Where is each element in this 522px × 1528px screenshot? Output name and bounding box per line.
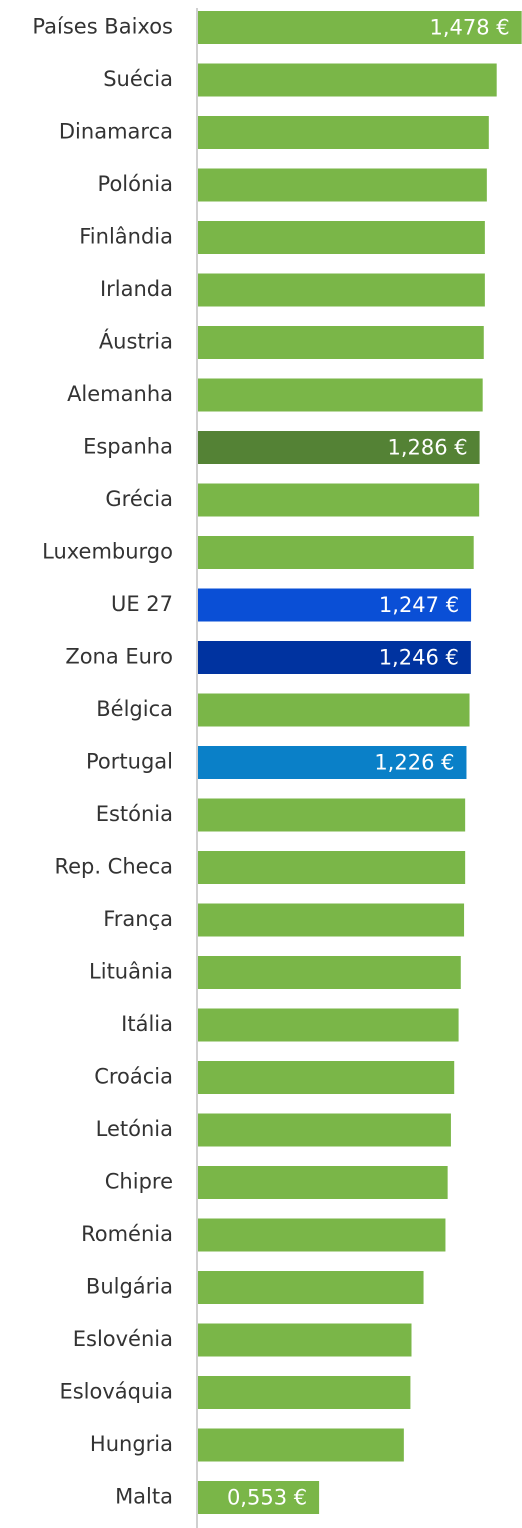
bar <box>198 956 461 989</box>
value-label: 1,286 € <box>387 436 467 460</box>
bar <box>198 588 472 622</box>
category-label: Bulgária <box>86 1275 173 1299</box>
bar <box>198 11 522 44</box>
value-label: 0,553 € <box>227 1486 307 1510</box>
category-label: França <box>103 907 173 931</box>
category-label: Croácia <box>94 1065 173 1089</box>
category-label: UE 27 <box>111 592 173 616</box>
bar <box>198 1218 446 1252</box>
bar <box>198 63 497 97</box>
category-label: Roménia <box>81 1222 173 1246</box>
bar <box>198 1271 424 1304</box>
category-label: Malta <box>115 1485 173 1509</box>
bar <box>198 326 484 359</box>
bar <box>198 221 485 254</box>
category-label: Irlanda <box>100 277 173 301</box>
category-label: Zona Euro <box>65 645 173 669</box>
bar <box>198 1113 451 1147</box>
bar <box>198 116 489 149</box>
value-label: 1,478 € <box>430 16 510 40</box>
category-label: Dinamarca <box>59 120 173 144</box>
bar <box>198 851 466 884</box>
bar <box>198 798 466 832</box>
category-label: Bélgica <box>96 697 173 721</box>
bar <box>198 1428 404 1462</box>
category-label: Estónia <box>96 802 173 826</box>
category-label: Itália <box>121 1012 173 1036</box>
category-label: Portugal <box>86 750 173 774</box>
category-label: Rep. Checa <box>54 855 173 879</box>
bar <box>198 693 470 727</box>
bar <box>198 483 480 517</box>
category-label: Finlândia <box>79 225 173 249</box>
category-label: Países Baixos <box>32 15 173 39</box>
category-label: Polónia <box>98 172 173 196</box>
value-label: 1,247 € <box>379 593 459 617</box>
value-label: 1,246 € <box>379 646 459 670</box>
category-label: Eslováquia <box>59 1380 173 1404</box>
bar <box>198 1008 459 1042</box>
value-label: 1,226 € <box>374 751 454 775</box>
category-label: Alemanha <box>67 382 173 406</box>
category-label: Hungria <box>90 1432 173 1456</box>
bar <box>198 746 467 779</box>
bar <box>198 903 465 937</box>
bar <box>198 1323 412 1357</box>
bar <box>198 1376 411 1409</box>
bar <box>198 431 480 464</box>
category-label: Grécia <box>105 487 173 511</box>
bar <box>198 1061 455 1094</box>
bar <box>198 168 487 202</box>
category-label: Luxemburgo <box>42 540 173 564</box>
bar <box>198 378 483 412</box>
category-label: Áustria <box>99 329 173 354</box>
bar <box>198 1481 320 1514</box>
bar <box>198 536 474 569</box>
category-label: Letónia <box>96 1117 173 1141</box>
category-label: Suécia <box>103 67 173 91</box>
bar <box>198 641 471 674</box>
category-label: Eslovénia <box>73 1327 173 1351</box>
category-label: Lituânia <box>89 960 173 984</box>
bar <box>198 273 485 307</box>
bar <box>198 1166 448 1199</box>
category-label: Chipre <box>105 1170 173 1194</box>
category-label: Espanha <box>83 435 173 459</box>
